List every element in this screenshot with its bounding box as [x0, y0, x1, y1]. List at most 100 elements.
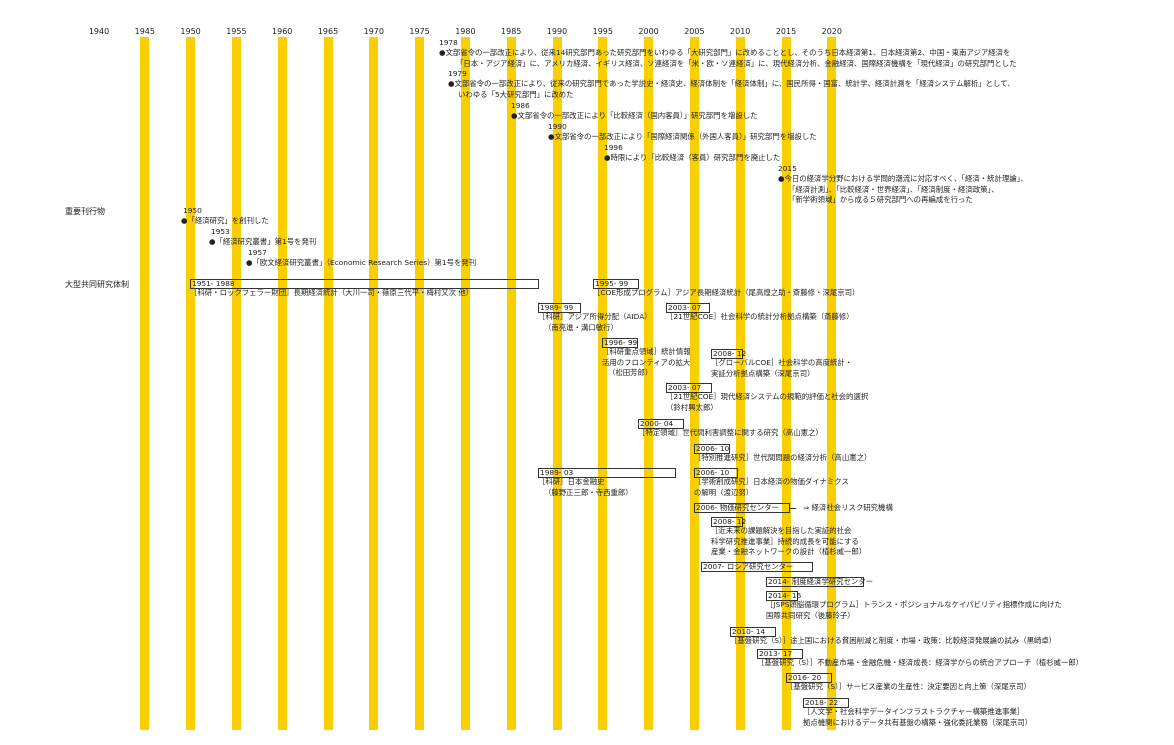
year-bar — [506, 37, 516, 730]
project-text: （藤野正三郎・寺西重郎） — [544, 487, 633, 497]
project-period-box — [538, 468, 676, 478]
project-period-box — [803, 698, 849, 708]
project-period: 2008- 12 — [713, 349, 747, 358]
year-label: 1950 — [180, 27, 201, 36]
publication-text: ●「経済研究叢書」第1号を発刊 — [209, 237, 317, 246]
year-label: 1940 — [88, 27, 110, 36]
project-period: 2014- 16 — [768, 591, 802, 600]
project-period-box — [538, 303, 581, 313]
project-period: 2000- 04 — [640, 419, 674, 428]
year-bar — [460, 37, 470, 730]
project-text: ［特定領域］世代間利害調整に関する研究（高山憲之） — [638, 428, 823, 437]
project-period-box — [666, 383, 712, 393]
publication-year: 1953 — [211, 227, 230, 236]
history-text: ●時限により「比較経済（客員）研究部門を廃止した — [604, 153, 781, 162]
section-label-projects: 大型共同研究体制 — [65, 280, 129, 289]
project-text: 実証分析拠点構築（深尾京司） — [711, 368, 815, 378]
project-period-box — [602, 338, 638, 348]
project-text: ［人文学・社会科学データインフラストラクチャー構築推進事業］ — [803, 707, 1025, 716]
year-bar — [277, 37, 287, 730]
project-period: 2008- 12 — [713, 517, 747, 526]
project-period: 2013- 17 — [759, 649, 793, 658]
project-period: 2003- 07 — [668, 383, 702, 392]
project-text: ［21世紀COE］社会科学の統計分析拠点構築（斎藤修） — [666, 312, 854, 321]
project-text: ［基盤研究（S）］サービス産業の生産性：決定要因と向上策（深尾京司） — [786, 682, 1031, 691]
project-period: 2006- 物価研究センター — [696, 503, 779, 512]
year-bar — [186, 37, 196, 730]
year-label: 1970 — [363, 27, 384, 36]
project-text: 拠点機関におけるデータ共有基盤の構築・強化委託業務（深尾京司） — [803, 717, 1033, 727]
project-period-box — [190, 279, 539, 289]
project-text: 科学研究推進事業］持続的成長を可能にする — [711, 536, 859, 546]
project-period: 1989- 99 — [540, 303, 574, 312]
project-text: ［学術創成研究］日本経済の物価ダイナミクス — [694, 477, 849, 486]
project-period: 1995- 99 — [595, 279, 629, 288]
year-label: 2005 — [684, 27, 705, 36]
history-year: 1990 — [548, 122, 567, 131]
history-text: 「日本・アジア経済」に、アメリカ経済、イギリス経済、ソ連経済を「米・欧・ソ連経済… — [456, 58, 1017, 68]
section-label-publications: 重要刊行物 — [65, 207, 105, 216]
history-text: ●文部省令の一部改正により「国際経済関係（外国人客員）」研究部門を増設した — [548, 132, 817, 141]
history-year: 1986 — [511, 101, 530, 110]
year-bar — [323, 37, 333, 730]
year-label: 1955 — [226, 27, 247, 36]
project-period-box — [711, 517, 743, 527]
history-text: ●文部省令の一部改正により、従来の研究部門であった学説史・経済史、経済体制を「経… — [448, 79, 1015, 88]
year-bar — [781, 37, 791, 730]
year-label: 1990 — [546, 27, 568, 36]
year-bar — [415, 37, 425, 730]
history-text: ●今日の経済学分野における学問的潮流に対応すべく、「経済・統計理論」、 — [778, 174, 1028, 183]
project-period: 2007- ロシア研究センター — [703, 562, 794, 571]
year-label: 2020 — [821, 27, 842, 36]
history-year: 1979 — [448, 69, 467, 78]
project-period-box — [638, 419, 684, 429]
project-text: 産業・金融ネットワークの設計（植杉威一郎） — [711, 547, 867, 556]
year-label: 1980 — [455, 27, 476, 36]
year-bar — [598, 37, 608, 730]
project-period: 1989- 03 — [540, 468, 574, 477]
project-text: の解明（渡辺努） — [694, 487, 754, 497]
project-period: 2006- 10 — [696, 468, 730, 477]
year-label: 1975 — [409, 27, 430, 36]
project-text: （南亮進・溝口敏行） — [544, 322, 618, 332]
successor-label: ⇒ 経済社会リスク研究機構 — [803, 503, 893, 512]
project-period-box — [593, 279, 639, 289]
year-label: 1965 — [317, 27, 339, 36]
project-text: 活用のフロンティアの拡大 — [602, 357, 691, 367]
project-period: 1951- 1988 — [192, 279, 235, 288]
arrow-connector — [790, 508, 796, 509]
project-text: ［科研］日本金融史 — [538, 477, 605, 486]
project-period-box — [766, 591, 798, 601]
publication-text: ●「欧文経済研究叢書」（Economic Research Series）第1号… — [246, 258, 477, 267]
year-bar — [552, 37, 562, 730]
publication-year: 1950 — [183, 206, 202, 215]
history-text: いわゆる「5大研究部門」に改めた — [458, 89, 574, 99]
project-text: ［グローバルCOE］社会科学の高度統計・ — [711, 358, 853, 367]
project-period-box — [711, 349, 743, 359]
project-period-box — [730, 627, 776, 637]
project-text: ［基盤研究（S）］途上国における貧困削減と制度・市場・政策：比較経済発展論の試み… — [730, 636, 1057, 645]
project-period: 2016- 20 — [788, 673, 822, 682]
project-text: ［近未来の課題解決を目指した実証的社会 — [711, 526, 852, 535]
project-period-box — [766, 577, 864, 587]
history-text: ●文部省令の一部改正により、従来14研究部門あった研究部門をいわゆる「大研究部門… — [439, 48, 1011, 57]
year-label: 1945 — [134, 27, 155, 36]
history-text: 「新学術領域」から成る５研究部門への再編成を行った — [788, 195, 973, 204]
year-bar — [231, 37, 241, 730]
history-year: 1996 — [604, 143, 623, 152]
publication-year: 1957 — [248, 248, 267, 257]
year-label: 2015 — [775, 27, 797, 36]
project-period: 2014- 制度経済学研究センター — [768, 577, 874, 586]
project-period-box — [666, 303, 710, 313]
project-period-box — [786, 673, 832, 683]
year-label: 2000 — [638, 27, 659, 36]
project-period-box — [694, 503, 790, 513]
year-bar — [827, 37, 837, 730]
year-bar — [140, 37, 150, 730]
history-year: 1978 — [439, 38, 458, 47]
project-period-box — [694, 468, 738, 478]
project-text: ［21世紀COE］現代経済システムの規範的評価と社会的選択 — [666, 392, 869, 401]
project-period-box — [701, 562, 813, 572]
project-text: ［科研・ロックフェラー財団］長期経済統計（大川一司・篠原三代平・梅村又次 他） — [190, 288, 474, 297]
project-text: ［基盤研究（S）］不動産市場・金融危機・経済成長：経済学からの統合アプローチ（植… — [757, 658, 1084, 667]
